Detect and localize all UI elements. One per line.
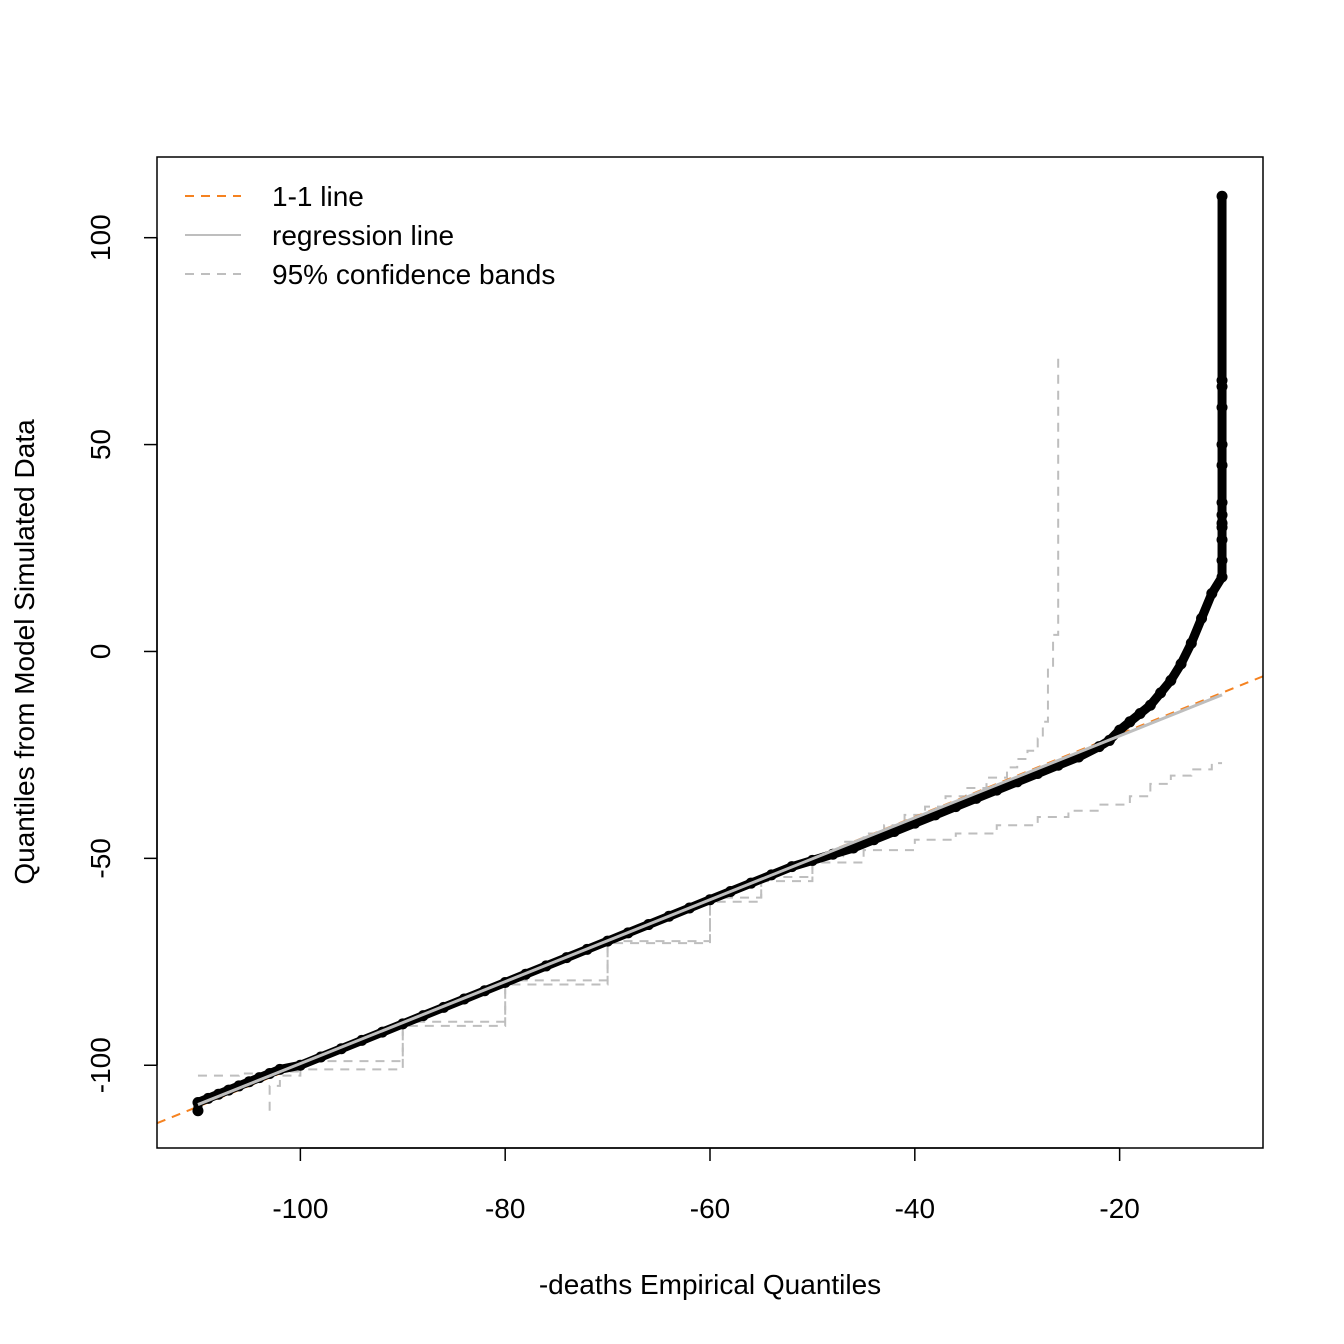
data-point [1216,497,1228,509]
data-point [1216,534,1228,546]
data-point [1134,708,1146,720]
data-point [192,1105,204,1117]
data-point [192,1096,204,1108]
data-point [1216,374,1228,386]
data-point [847,842,859,854]
y-tick-label: 0 [85,644,116,660]
legend-label-one-line: 1-1 line [272,181,364,212]
x-tick-label: -40 [895,1193,935,1224]
data-point [1114,724,1126,736]
data-point [1216,554,1228,566]
data-points [192,190,1228,1117]
data-point [1144,699,1156,711]
x-tick-label: -80 [485,1193,525,1224]
y-tick-label: -50 [85,838,116,878]
data-point [1196,612,1208,624]
data-point [1216,509,1228,521]
legend: 1-1 line regression line 95% confidence … [185,181,555,290]
data-point [1175,658,1187,670]
data-point [1216,190,1228,202]
y-tick-label: 100 [85,214,116,261]
data-point [1155,687,1167,699]
data-point [1216,517,1228,529]
y-tick-label: 50 [85,429,116,460]
confidence-band-upper [197,357,1060,1077]
y-axis: -100 -50 0 50 100 [85,214,158,1093]
data-point [1185,637,1197,649]
legend-label-regression-line: regression line [272,220,454,251]
y-tick-label: -100 [85,1037,116,1093]
regression-line [197,693,1223,1106]
confidence-bands [197,357,1223,1111]
data-point [868,834,880,846]
data-point [1206,588,1218,600]
x-tick-label: -20 [1099,1193,1139,1224]
legend-label-confidence-bands: 95% confidence bands [272,259,555,290]
data-point [1216,401,1228,413]
data-point [1216,459,1228,471]
confidence-band-lower [268,762,1223,1111]
data-point [1216,571,1228,583]
x-axis: -100 -80 -60 -40 -20 [272,1147,1140,1224]
y-axis-label: Quantiles from Model Simulated Data [9,419,40,885]
data-point-trace [193,191,1227,1116]
x-axis-label: -deaths Empirical Quantiles [539,1269,881,1300]
x-tick-label: -60 [690,1193,730,1224]
data-point [1124,716,1136,728]
plot-frame [156,156,1264,1149]
plot-content [157,190,1263,1125]
data-point [1216,439,1228,451]
x-tick-label: -100 [272,1193,328,1224]
data-point [1165,674,1177,686]
